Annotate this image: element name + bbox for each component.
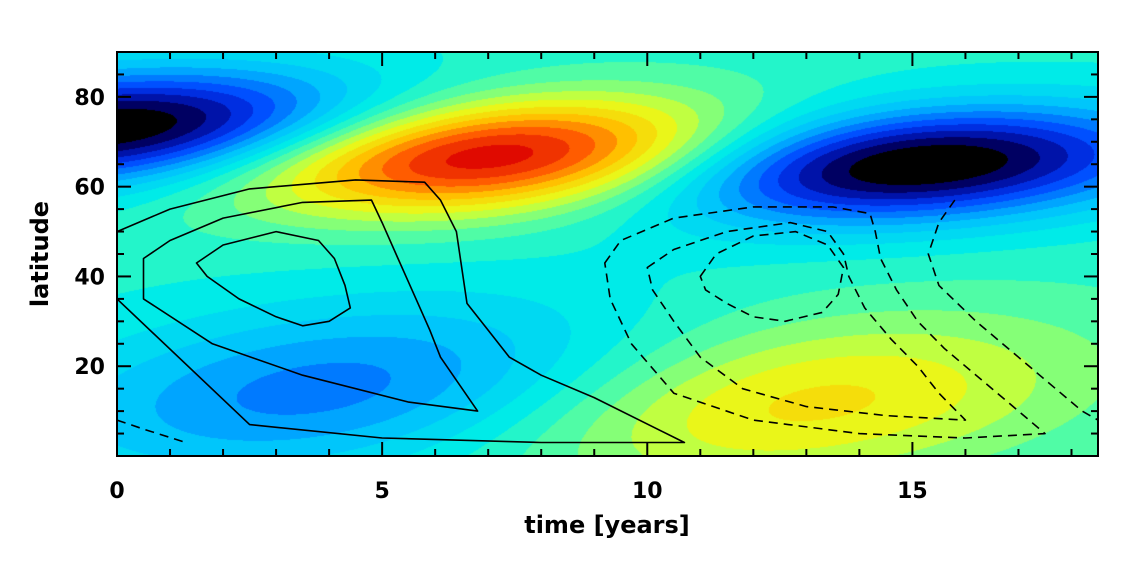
solid-contour-2 <box>142 199 479 412</box>
dashed-contour-2 <box>646 221 967 421</box>
color-field <box>117 52 1098 456</box>
x-axis-label: time [years] <box>524 511 690 539</box>
contour-lines <box>117 179 1098 444</box>
dashed-contour-4 <box>927 199 1098 421</box>
y-axis-label: latitude <box>26 201 54 307</box>
y-tick-label-20: 20 <box>74 355 105 380</box>
solid-contour-3 <box>195 230 352 327</box>
x-tick-label-5: 5 <box>374 479 389 504</box>
solid-contour-1 <box>117 179 686 444</box>
y-tick-label-80: 80 <box>74 86 105 111</box>
plot-area <box>117 52 1098 456</box>
x-tick-label-10: 10 <box>632 479 663 504</box>
x-tick-label-15: 15 <box>897 479 928 504</box>
tick-labels: 0 5 10 15 20 40 60 80 <box>74 86 927 504</box>
y-tick-label-60: 60 <box>74 176 105 201</box>
dashed-contour-1 <box>604 206 1046 439</box>
axis-ticks <box>116 52 1098 456</box>
dashed-contour-3 <box>699 230 845 323</box>
x-tick-label-0: 0 <box>109 479 124 504</box>
y-tick-label-40: 40 <box>74 265 105 290</box>
